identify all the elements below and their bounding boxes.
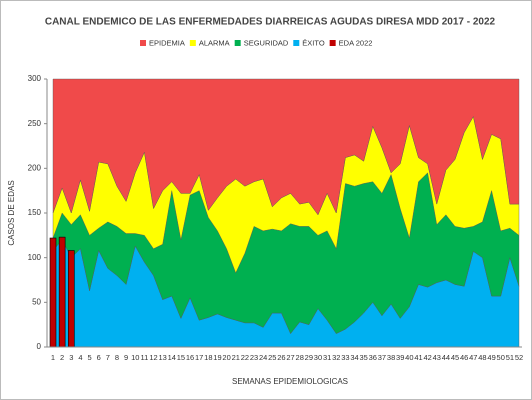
- legend-label: SEGURIDAD: [244, 38, 289, 47]
- chart-title: CANAL ENDEMICO DE LAS ENFERMEDADES DIARR…: [45, 17, 496, 28]
- x-tick-label: 33: [341, 353, 349, 362]
- x-tick-label: 39: [396, 353, 404, 362]
- legend-label: EDA 2022: [339, 38, 373, 47]
- x-tick-label: 31: [323, 353, 331, 362]
- x-tick-label: 40: [405, 353, 413, 362]
- legend-label: ALARMA: [199, 38, 230, 47]
- legend-swatch: [140, 40, 146, 46]
- legend-swatch: [234, 40, 241, 46]
- x-tick-label: 34: [350, 353, 358, 362]
- x-tick-label: 10: [131, 353, 139, 362]
- x-tick-label: 16: [186, 353, 194, 362]
- legend-swatch: [189, 40, 196, 46]
- x-axis-label: SEMANAS EPIDEMIOLOGICAS: [232, 377, 348, 386]
- x-tick-label: 21: [232, 353, 240, 362]
- x-tick-label: 51: [506, 353, 514, 362]
- x-tick-label: 14: [168, 353, 176, 362]
- bar: [67, 250, 75, 348]
- x-tick-label: 6: [97, 353, 101, 362]
- x-tick-label: 32: [332, 353, 340, 362]
- x-tick-label: 11: [140, 353, 148, 362]
- y-tick-label: 300: [28, 74, 42, 83]
- x-tick-label: 12: [149, 353, 157, 362]
- x-tick-label: 52: [515, 353, 523, 362]
- x-tick-label: 46: [460, 353, 468, 362]
- x-tick-label: 13: [158, 353, 166, 362]
- legend-swatch: [329, 40, 336, 46]
- y-tick-label: 0: [37, 342, 42, 351]
- area: [52, 78, 520, 216]
- x-tick-label: 47: [469, 353, 477, 362]
- x-tick-label: 30: [314, 353, 322, 362]
- legend-label: EPIDEMIA: [149, 38, 185, 47]
- x-tick-label: 48: [478, 353, 486, 362]
- x-tick-label: 37: [378, 353, 386, 362]
- x-tick-label: 43: [433, 353, 441, 362]
- x-tick-label: 8: [115, 353, 119, 362]
- x-tick-label: 23: [250, 353, 258, 362]
- x-tick-label: 9: [124, 353, 128, 362]
- x-tick-label: 35: [359, 353, 367, 362]
- x-tick-label: 1: [51, 353, 55, 362]
- x-tick-label: 49: [487, 353, 495, 362]
- x-tick-label: 15: [177, 353, 185, 362]
- y-tick-label: 150: [28, 208, 42, 217]
- legend-swatch: [293, 40, 300, 46]
- x-tick-label: 7: [106, 353, 110, 362]
- y-tick-label: 50: [32, 297, 41, 306]
- y-tick-label: 250: [28, 119, 42, 128]
- x-tick-label: 27: [286, 353, 294, 362]
- x-tick-label: 17: [195, 353, 203, 362]
- x-tick-label: 19: [213, 353, 221, 362]
- y-tick-label: 200: [28, 163, 42, 172]
- bar: [49, 237, 57, 348]
- x-tick-label: 26: [277, 353, 285, 362]
- x-tick-label: 2: [60, 353, 64, 362]
- x-tick-label: 45: [451, 353, 459, 362]
- y-tick-label: 100: [28, 253, 42, 262]
- x-tick-label: 29: [305, 353, 313, 362]
- x-tick-label: 24: [259, 353, 267, 362]
- x-tick-label: 36: [369, 353, 377, 362]
- legend-label: ÉXITO: [302, 38, 325, 47]
- y-axis-label: CASOS DE EDAS: [7, 180, 16, 245]
- x-tick-label: 20: [222, 353, 230, 362]
- x-tick-label: 25: [268, 353, 276, 362]
- bar: [58, 236, 66, 348]
- x-tick-label: 22: [241, 353, 249, 362]
- x-tick-label: 3: [69, 353, 73, 362]
- x-tick-label: 5: [87, 353, 91, 362]
- x-tick-label: 50: [497, 353, 505, 362]
- x-tick-label: 41: [414, 353, 422, 362]
- x-tick-label: 4: [78, 353, 82, 362]
- x-tick-label: 28: [296, 353, 304, 362]
- x-tick-label: 44: [442, 353, 450, 362]
- x-tick-label: 18: [204, 353, 212, 362]
- x-tick-label: 38: [387, 353, 395, 362]
- x-tick-label: 42: [423, 353, 431, 362]
